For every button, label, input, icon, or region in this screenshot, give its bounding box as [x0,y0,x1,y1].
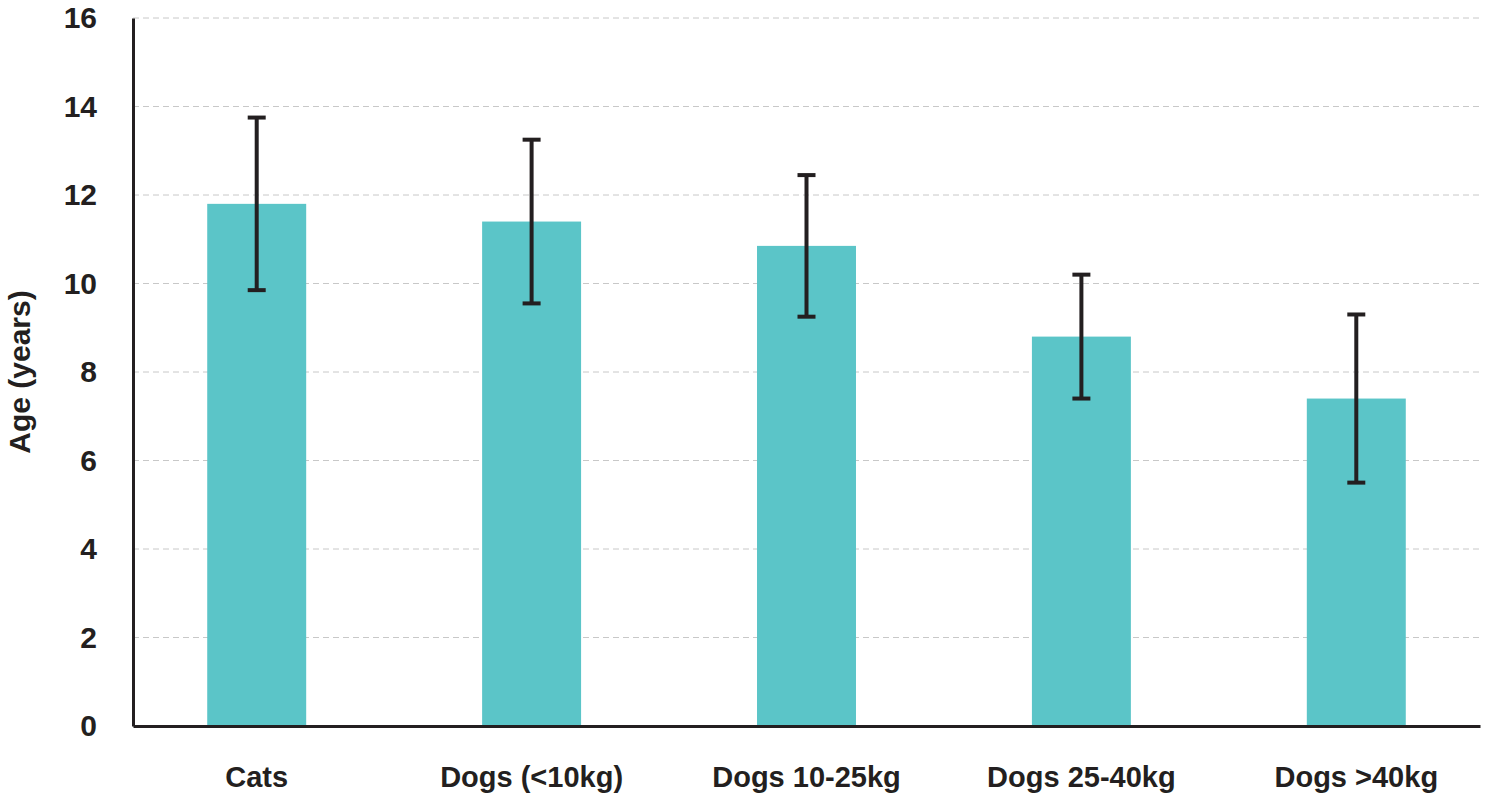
grid-line [133,106,1480,107]
chart: 0 2 4 6 8 10 12 14 16 Cats Dogs (<10kg) Dogs 10-25k… [0,0,1496,803]
y-tick-label: 4 [80,532,97,565]
x-tick: Dogs (<10kg) [440,726,623,793]
y-tick: 16 [64,1,133,34]
x-tick: Cats [225,726,288,793]
error-stem [530,140,534,304]
y-axis: 0 2 4 6 8 10 12 14 16 [64,1,134,742]
y-tick-label: 2 [80,621,97,654]
grid [133,18,1480,726]
error-cap-top [523,138,541,142]
y-tick: 10 [64,267,133,300]
x-tick: Dogs 10-25kg [712,726,901,793]
error-cap-bottom [1347,481,1365,485]
error-stem [1079,275,1083,399]
y-tick: 6 [80,444,133,477]
y-tick-label: 8 [80,355,97,388]
y-tick-label: 6 [80,444,97,477]
grid-line [133,726,1480,727]
grid-line [133,18,1480,19]
error-bar [1072,275,1090,399]
bar [757,246,856,726]
error-cap-top [1347,312,1365,316]
y-tick-label: 10 [64,267,97,300]
y-tick-label: 12 [64,178,97,211]
x-tick-label: Dogs 10-25kg [712,761,901,793]
plot-area [207,118,1406,726]
error-stem [1354,314,1358,482]
y-tick: 12 [64,178,133,211]
error-bar [798,175,816,317]
x-tick-label: Dogs >40kg [1274,761,1438,793]
error-bar [1347,314,1365,482]
y-tick: 0 [80,709,133,742]
error-cap-bottom [1072,397,1090,401]
y-tick: 14 [64,90,133,123]
error-bar [523,140,541,304]
error-cap-bottom [798,315,816,319]
y-tick-label: 0 [80,709,97,742]
error-cap-top [798,173,816,177]
y-tick: 4 [80,532,133,565]
x-axis: Cats Dogs (<10kg) Dogs 10-25kg Dogs 25-40kg… [134,726,1481,793]
error-bar [248,118,266,291]
y-tick-label: 14 [64,90,98,123]
error-cap-bottom [248,288,266,292]
x-tick: Dogs >40kg [1274,726,1438,793]
error-cap-top [248,116,266,120]
error-cap-bottom [523,301,541,305]
x-tick-label: Cats [225,761,288,793]
y-tick: 2 [80,621,133,654]
x-tick: Dogs 25-40kg [987,726,1176,793]
y-tick-label: 16 [64,1,97,34]
y-axis-line [132,19,135,727]
y-tick: 8 [80,355,133,388]
x-tick-label: Dogs 25-40kg [987,761,1176,793]
y-axis-title: Age (years) [3,290,36,453]
error-stem [805,175,809,317]
x-axis-line [134,725,1481,728]
error-cap-top [1072,273,1090,277]
x-tick-label: Dogs (<10kg) [440,761,623,793]
error-stem [255,118,259,291]
